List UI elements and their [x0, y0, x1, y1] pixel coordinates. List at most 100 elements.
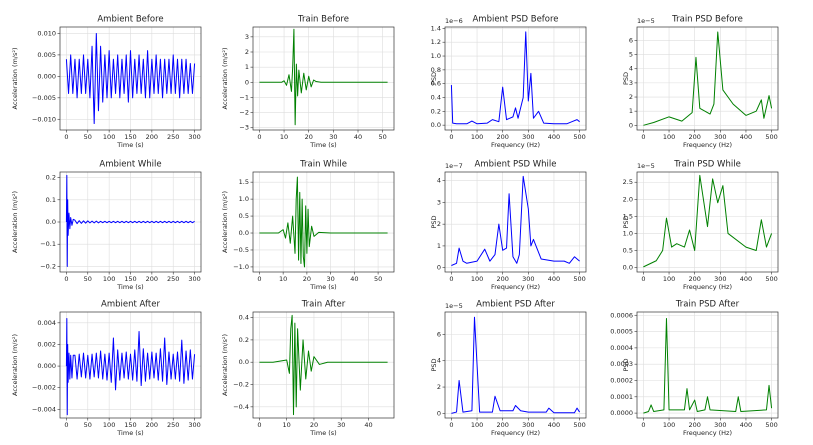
y-tick-label: 1 [629, 107, 633, 115]
plot-frame [59, 171, 202, 273]
x-tick-label: 0 [641, 275, 645, 283]
subplot-title: Ambient PSD After [476, 300, 555, 310]
x-tick-label: 0 [449, 421, 453, 429]
y-axis-label: PSD [622, 215, 630, 228]
x-tick-label: 200 [146, 133, 158, 141]
y-tick-label: 0.0 [46, 218, 56, 226]
x-tick-label: 200 [146, 275, 158, 283]
y-tick-label: 1.2 [431, 38, 441, 46]
data-line [65, 317, 196, 416]
y-tick-label: 0.005 [37, 51, 56, 59]
y-axis-label: PSD [430, 72, 438, 85]
x-tick-label: 500 [573, 421, 585, 429]
x-tick-label: 250 [167, 275, 179, 283]
y-axis-label: PSD [430, 215, 438, 228]
x-tick-label: 300 [188, 133, 200, 141]
x-tick-label: 10 [280, 133, 288, 141]
x-tick-label: 150 [124, 133, 136, 141]
x-tick-label: 400 [548, 421, 560, 429]
y-tick-label: 1.5 [239, 178, 249, 186]
y-tick-label: 0.5 [623, 246, 633, 254]
subplot: 0 100 200 300 400 500 0.0 0.5 1.0 1.5 2.0 2.5 Train … [622, 160, 779, 291]
x-axis-label: Frequency (Hz) [683, 141, 732, 149]
y-tick-label: 0.004 [37, 319, 56, 327]
plot-frame [252, 26, 395, 131]
y-offset-label: 1e−6 [445, 17, 463, 25]
y-tick-label: 1.4 [431, 24, 441, 32]
y-tick-label: 0.0 [239, 229, 249, 237]
y-tick-label: 0.0006 [610, 311, 633, 319]
subplot-title: Ambient PSD Before [472, 15, 558, 25]
y-tick-label: −0.5 [233, 246, 249, 254]
y-tick-label: 0 [629, 121, 633, 129]
y-tick-label: 2 [629, 93, 633, 101]
y-tick-label: 1.0 [431, 52, 441, 60]
data-line [65, 174, 195, 267]
x-tick-label: 0 [257, 421, 261, 429]
subplot-title: Train PSD While [673, 160, 741, 170]
data-line [259, 28, 388, 126]
y-axis-label: PSD [622, 72, 630, 85]
y-axis-label: Acceleration (m/s²) [11, 47, 19, 109]
x-tick-label: 500 [573, 275, 585, 283]
y-tick-label: 0.0000 [610, 409, 633, 417]
x-tick-label: 20 [303, 275, 311, 283]
x-tick-label: 200 [688, 275, 700, 283]
y-tick-label: 0.002 [37, 340, 56, 348]
y-tick-label: 3 [629, 79, 633, 87]
subplot-title: Ambient While [99, 160, 161, 170]
y-tick-label: 0.0005 [610, 328, 633, 336]
y-tick-label: 1.5 [623, 212, 633, 220]
x-tick-label: 100 [663, 133, 675, 141]
subplot-title: Train After [301, 300, 346, 310]
x-axis-label: Time (s) [309, 429, 336, 437]
subplot: 0 50 100 150 200 250 300 −0.004 −0.002 0.000 0.002… [11, 300, 202, 437]
y-tick-label: −0.002 [32, 384, 56, 392]
y-tick-label: 0.1 [46, 196, 56, 204]
x-tick-label: 0 [641, 421, 645, 429]
subplot-title: Train While [299, 160, 347, 170]
y-tick-label: 4 [629, 65, 633, 73]
y-tick-label: 4 [437, 357, 441, 365]
x-tick-label: 500 [765, 421, 777, 429]
y-tick-label: 0.2 [239, 336, 249, 344]
x-tick-label: 0 [257, 133, 261, 141]
y-axis-label: Acceleration (m/s²) [221, 191, 229, 253]
data-line [643, 174, 773, 268]
y-tick-label: 0 [245, 78, 249, 86]
y-tick-label: 0 [437, 409, 441, 417]
y-axis-label: Acceleration (m/s²) [221, 334, 229, 396]
y-tick-label: 0.0004 [610, 344, 633, 352]
subplot: 0 50 100 150 200 250 300 −0.010 −0.005 0.000 0.005… [11, 15, 202, 149]
subplot: 0 100 200 300 400 500 0 1 2 3 4 5 6 Train PSD Before F… [622, 15, 779, 149]
plot-frame [636, 26, 779, 131]
y-tick-label: −0.2 [233, 381, 249, 389]
x-axis-label: Time (s) [116, 429, 143, 437]
x-tick-label: 200 [496, 133, 508, 141]
x-axis-label: Time (s) [116, 141, 143, 149]
y-tick-label: 0.010 [37, 29, 56, 37]
x-tick-label: 200 [496, 421, 508, 429]
x-tick-label: 50 [379, 133, 387, 141]
plot-frame [444, 311, 587, 419]
y-tick-label: 0.0 [239, 358, 249, 366]
x-tick-label: 400 [740, 275, 752, 283]
x-tick-label: 250 [167, 133, 179, 141]
subplot: 0 10 20 30 40 50 −1.0 −0.5 0.0 0.5 1.0 1.5 Train Whi… [221, 160, 395, 291]
y-offset-label: 1e−5 [637, 17, 655, 25]
x-tick-label: 500 [573, 133, 585, 141]
x-tick-label: 100 [103, 275, 115, 283]
y-tick-label: 0.8 [431, 66, 441, 74]
x-tick-label: 30 [329, 133, 337, 141]
x-tick-label: 50 [84, 133, 92, 141]
subplot: 0 100 200 300 400 500 0 2 4 6 Ambient PSD After Fre… [430, 300, 587, 437]
y-tick-label: 6 [629, 36, 633, 44]
x-tick-label: 300 [522, 133, 534, 141]
y-tick-label: 0.0 [623, 264, 633, 272]
x-tick-label: 400 [740, 421, 752, 429]
y-tick-label: 0.000 [37, 72, 56, 80]
plot-frame [444, 171, 587, 273]
x-tick-label: 200 [688, 421, 700, 429]
y-tick-label: 2 [245, 48, 249, 56]
x-tick-label: 400 [548, 133, 560, 141]
